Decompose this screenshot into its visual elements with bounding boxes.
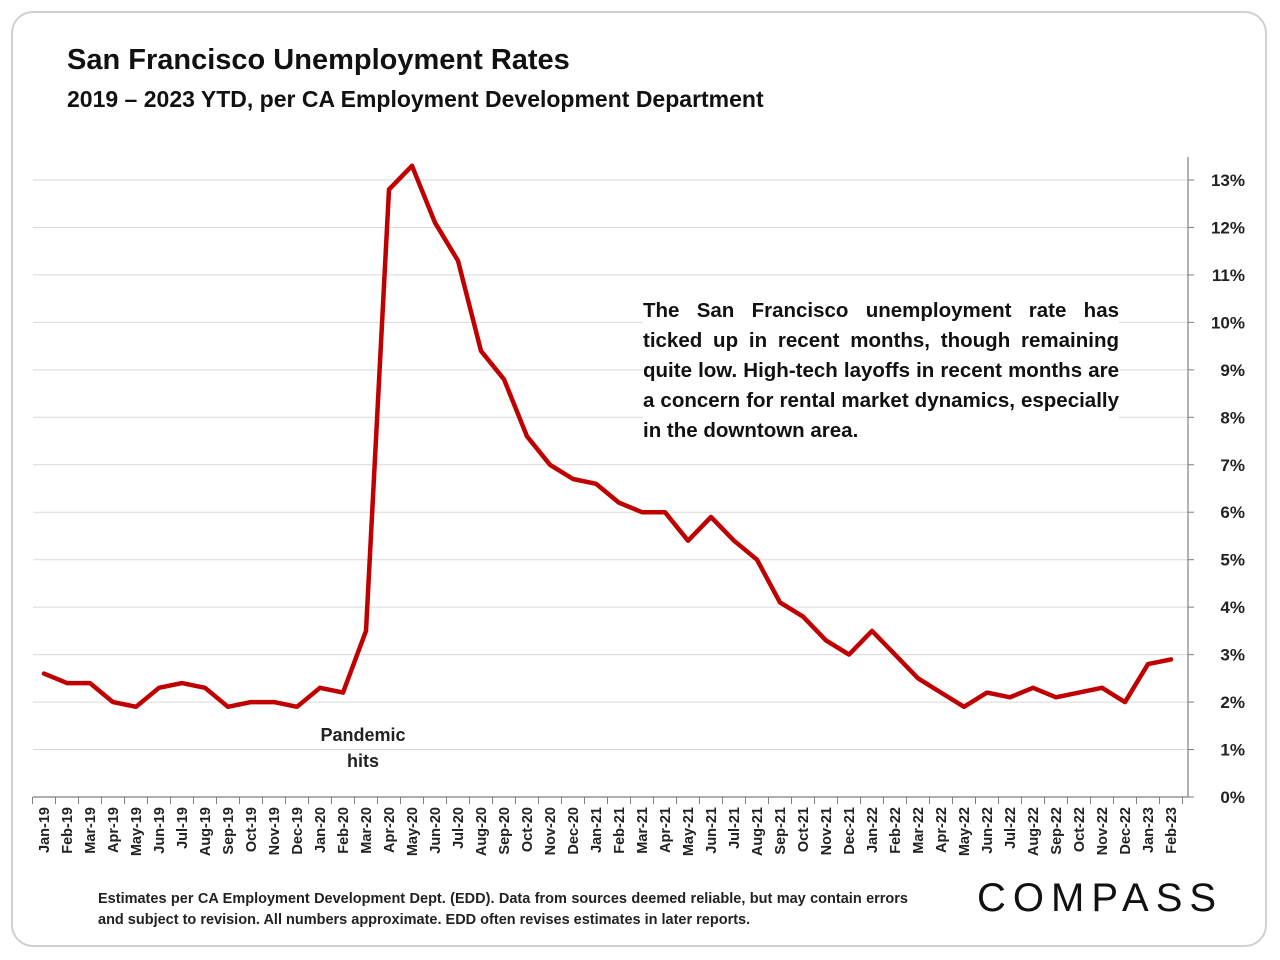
series-lines xyxy=(41,163,1174,710)
x-tick-label: Oct-22 xyxy=(1072,807,1088,852)
x-tick-label: Sep-19 xyxy=(221,807,237,855)
y-tick-label: 6% xyxy=(1220,503,1245,522)
x-tick-label: Jan-19 xyxy=(37,807,53,853)
x-tick-label: Sep-21 xyxy=(773,807,789,855)
x-tick-label: Aug-20 xyxy=(474,807,490,856)
x-tick-label: Dec-21 xyxy=(842,807,858,855)
y-tick-label: 9% xyxy=(1220,361,1245,380)
x-tick-label: Jun-21 xyxy=(704,807,720,854)
gridlines xyxy=(33,179,1188,751)
y-tick-label: 2% xyxy=(1220,693,1245,712)
y-tick-label: 12% xyxy=(1211,218,1245,237)
x-tick-label: Aug-21 xyxy=(750,807,766,856)
source-footnote: Estimates per CA Employment Development … xyxy=(98,891,908,928)
x-tick-label: Nov-19 xyxy=(267,807,283,855)
x-tick-label: Apr-19 xyxy=(106,807,122,853)
x-tick-label: Nov-21 xyxy=(819,807,835,855)
axes xyxy=(32,157,1194,804)
x-tick-label: Sep-20 xyxy=(497,807,513,855)
pandemic-annotation-line1: Pandemic xyxy=(320,725,406,745)
unemployment-rate-line xyxy=(41,163,1174,710)
x-tick-label: Jan-20 xyxy=(313,807,329,853)
chart-subtitle: 2019 – 2023 YTD, per CA Employment Devel… xyxy=(67,86,764,112)
x-tick-label: Dec-19 xyxy=(290,807,306,855)
x-tick-label: Dec-22 xyxy=(1118,807,1134,855)
x-tick-label: May-21 xyxy=(681,807,697,856)
x-tick-label: Nov-20 xyxy=(543,807,559,855)
chart-card xyxy=(11,11,1267,947)
x-tick-label: Feb-20 xyxy=(336,807,352,854)
x-axis-tick-labels: Jan-19 Feb-19 Mar-19 Apr-19 May-19 Jun-19 Jul-… xyxy=(37,807,1180,856)
pandemic-annotation: Pandemic hits xyxy=(303,722,423,774)
x-tick-label: Jul-19 xyxy=(175,807,191,849)
x-tick-label: Mar-19 xyxy=(83,807,99,854)
x-tick-label: Jul-22 xyxy=(1003,807,1019,849)
x-tick-label: Oct-20 xyxy=(520,807,536,852)
x-tick-label: Jun-20 xyxy=(428,807,444,854)
x-tick-label: Mar-21 xyxy=(635,807,651,854)
x-tick-label: May-19 xyxy=(129,807,145,856)
x-tick-label: Oct-21 xyxy=(796,807,812,852)
x-tick-label: Jul-20 xyxy=(451,807,467,849)
y-tick-label: 0% xyxy=(1220,788,1245,807)
y-axis-tick-labels: 0% 1% 2% 3% 4% 5% 6% 7% 8% 9% 10% 11% 12% 13% xyxy=(1211,171,1245,807)
x-tick-label: Feb-23 xyxy=(1164,807,1180,854)
y-tick-label: 3% xyxy=(1220,646,1245,665)
y-tick-label: 7% xyxy=(1220,456,1245,475)
x-tick-label: Feb-19 xyxy=(60,807,76,854)
x-tick-label: Jul-21 xyxy=(727,807,743,849)
x-tick-label: Aug-22 xyxy=(1026,807,1042,856)
x-tick-label: Apr-20 xyxy=(382,807,398,853)
x-tick-label: May-20 xyxy=(405,807,421,856)
y-tick-label: 11% xyxy=(1212,266,1245,285)
x-tick-label: Apr-22 xyxy=(934,807,950,853)
y-tick-label: 5% xyxy=(1220,551,1245,570)
pandemic-annotation-line2: hits xyxy=(346,751,379,771)
x-tick-label: Mar-22 xyxy=(911,807,927,854)
chart-annotation: The San Francisco unemployment rate has … xyxy=(643,296,1119,446)
x-tick-label: Nov-22 xyxy=(1095,807,1111,855)
chart-title: San Francisco Unemployment Rates xyxy=(67,44,570,76)
x-tick-label: Jan-23 xyxy=(1141,807,1157,853)
x-tick-label: Mar-20 xyxy=(359,807,375,854)
x-tick-label: Aug-19 xyxy=(198,807,214,856)
y-tick-label: 4% xyxy=(1220,598,1245,617)
x-tick-label: Jan-22 xyxy=(865,807,881,853)
y-tick-label: 13% xyxy=(1211,171,1245,190)
x-tick-label: Feb-21 xyxy=(612,807,628,854)
y-tick-label: 8% xyxy=(1220,408,1245,427)
x-tick-label: Apr-21 xyxy=(658,807,674,853)
x-tick-label: Jun-19 xyxy=(152,807,168,854)
x-tick-label: Jan-21 xyxy=(589,807,605,853)
x-tick-label: Oct-19 xyxy=(244,807,260,852)
y-tick-label: 1% xyxy=(1220,741,1245,760)
compass-logo: COMPASS xyxy=(977,876,1224,920)
y-tick-label: 10% xyxy=(1211,313,1245,332)
x-tick-label: Dec-20 xyxy=(566,807,582,855)
x-tick-label: Jun-22 xyxy=(980,807,996,854)
x-tick-label: Feb-22 xyxy=(888,807,904,854)
x-tick-label: May-22 xyxy=(957,807,973,856)
x-tick-label: Sep-22 xyxy=(1049,807,1065,855)
